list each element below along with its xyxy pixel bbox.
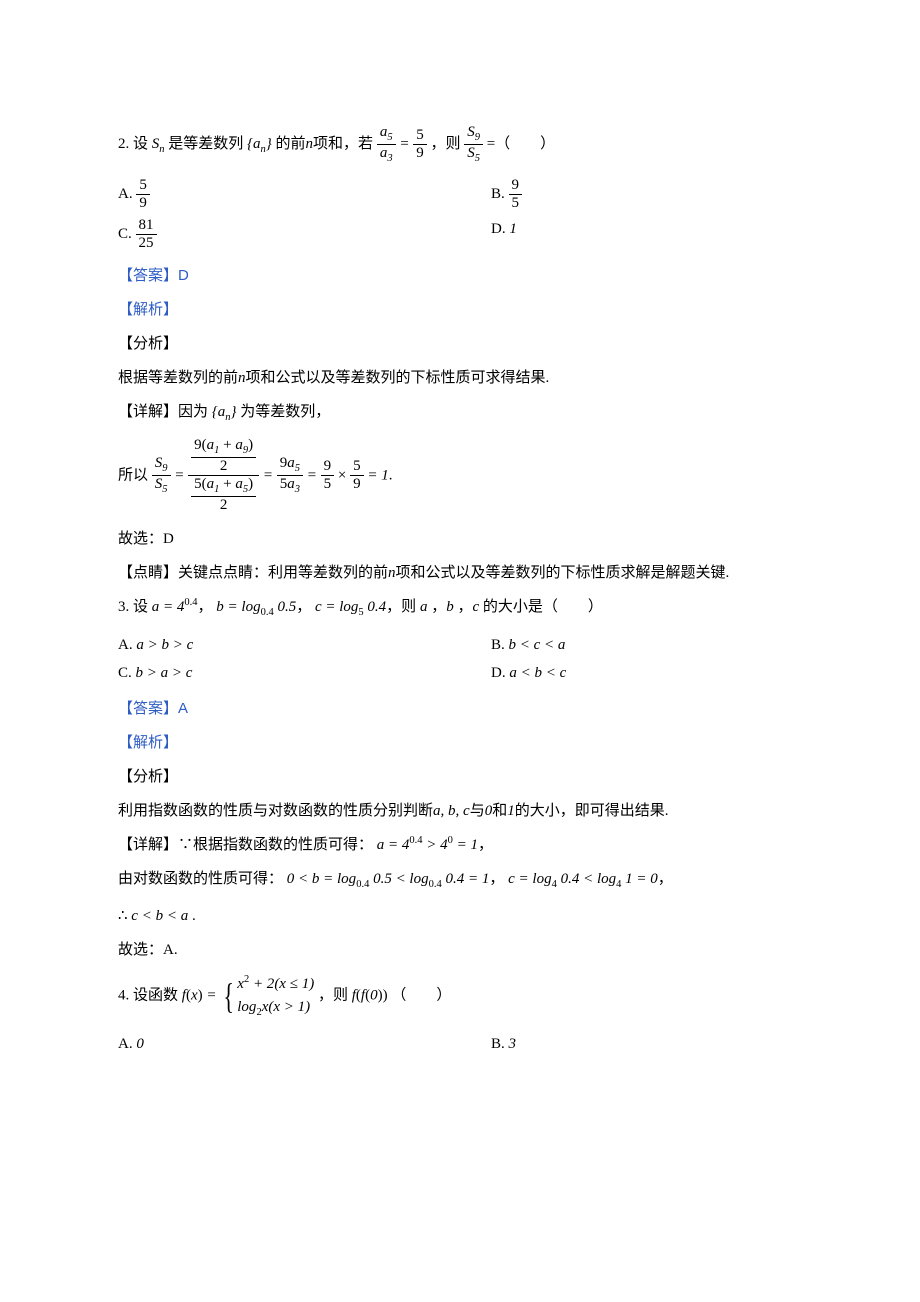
q2-option-d[interactable]: D. 1 [459, 215, 800, 255]
q3-detail-1: 【详解】∵根据指数函数的性质可得： a = 40.4 > 40 = 1， [118, 833, 800, 857]
q4-option-a[interactable]: A. 0 [118, 1030, 459, 1058]
q3-prompt: 3. 设 a = 40.4， b = log0.4 0.5， c = log5 … [118, 595, 800, 622]
q2-prompt: 2. 设 Sn 是等差数列 {an} 的前n项和，若 a5a3 = 59 ，则 … [118, 124, 800, 165]
q2-option-b[interactable]: B. 95 [459, 175, 800, 215]
q3-answer: 【答案】A [118, 697, 800, 721]
q2-options: A. 59 B. 95 C. 8125 D. 1 [118, 175, 800, 254]
q3-fenxi-text: 利用指数函数的性质与对数函数的性质分别判断a, b, c与0和1的大小，即可得出… [118, 799, 800, 823]
q3-detail-2: 由对数函数的性质可得： 0 < b = log0.4 0.5 < log0.4 … [118, 867, 800, 894]
q2-jiexi-tag: 【解析】 [118, 298, 800, 322]
q4-option-b[interactable]: B. 3 [459, 1030, 800, 1058]
q3-fenxi-tag: 【分析】 [118, 765, 800, 789]
q3-select: 故选：A. [118, 938, 800, 962]
q4-options: A. 0 B. 3 [118, 1030, 800, 1058]
q3-option-c[interactable]: C. b > a > c [118, 659, 459, 687]
q3-options: A. a > b > c B. b < c < a C. b > a > c D… [118, 631, 800, 687]
q2-main-equation: 所以 S9 S5 = 9(a1 + a9) 2 5(a1 + a5) 2 = 9… [118, 437, 800, 515]
q2-dianjing: 【点睛】关键点点睛：利用等差数列的前n项和公式以及等差数列的下标性质求解是解题关… [118, 561, 800, 585]
q2-option-c[interactable]: C. 8125 [118, 215, 459, 255]
q2-answer: 【答案】D [118, 264, 800, 288]
q3-jiexi-tag: 【解析】 [118, 731, 800, 755]
q3-option-b[interactable]: B. b < c < a [459, 631, 800, 659]
q2-select: 故选：D [118, 527, 800, 551]
q4-prompt: 4. 设函数 f(x) = { x2 + 2(x ≤ 1) log2x(x > … [118, 972, 800, 1020]
q3-conclusion: ∴ c < b < a . [118, 904, 800, 928]
q2-detail-1: 【详解】因为 {an} 为等差数列， [118, 400, 800, 427]
q3-option-d[interactable]: D. a < b < c [459, 659, 800, 687]
q2-fenxi-tag: 【分析】 [118, 332, 800, 356]
q3-option-a[interactable]: A. a > b > c [118, 631, 459, 659]
q2-option-a[interactable]: A. 59 [118, 175, 459, 215]
q2-fenxi-text: 根据等差数列的前n项和公式以及等差数列的下标性质可求得结果. [118, 366, 800, 390]
